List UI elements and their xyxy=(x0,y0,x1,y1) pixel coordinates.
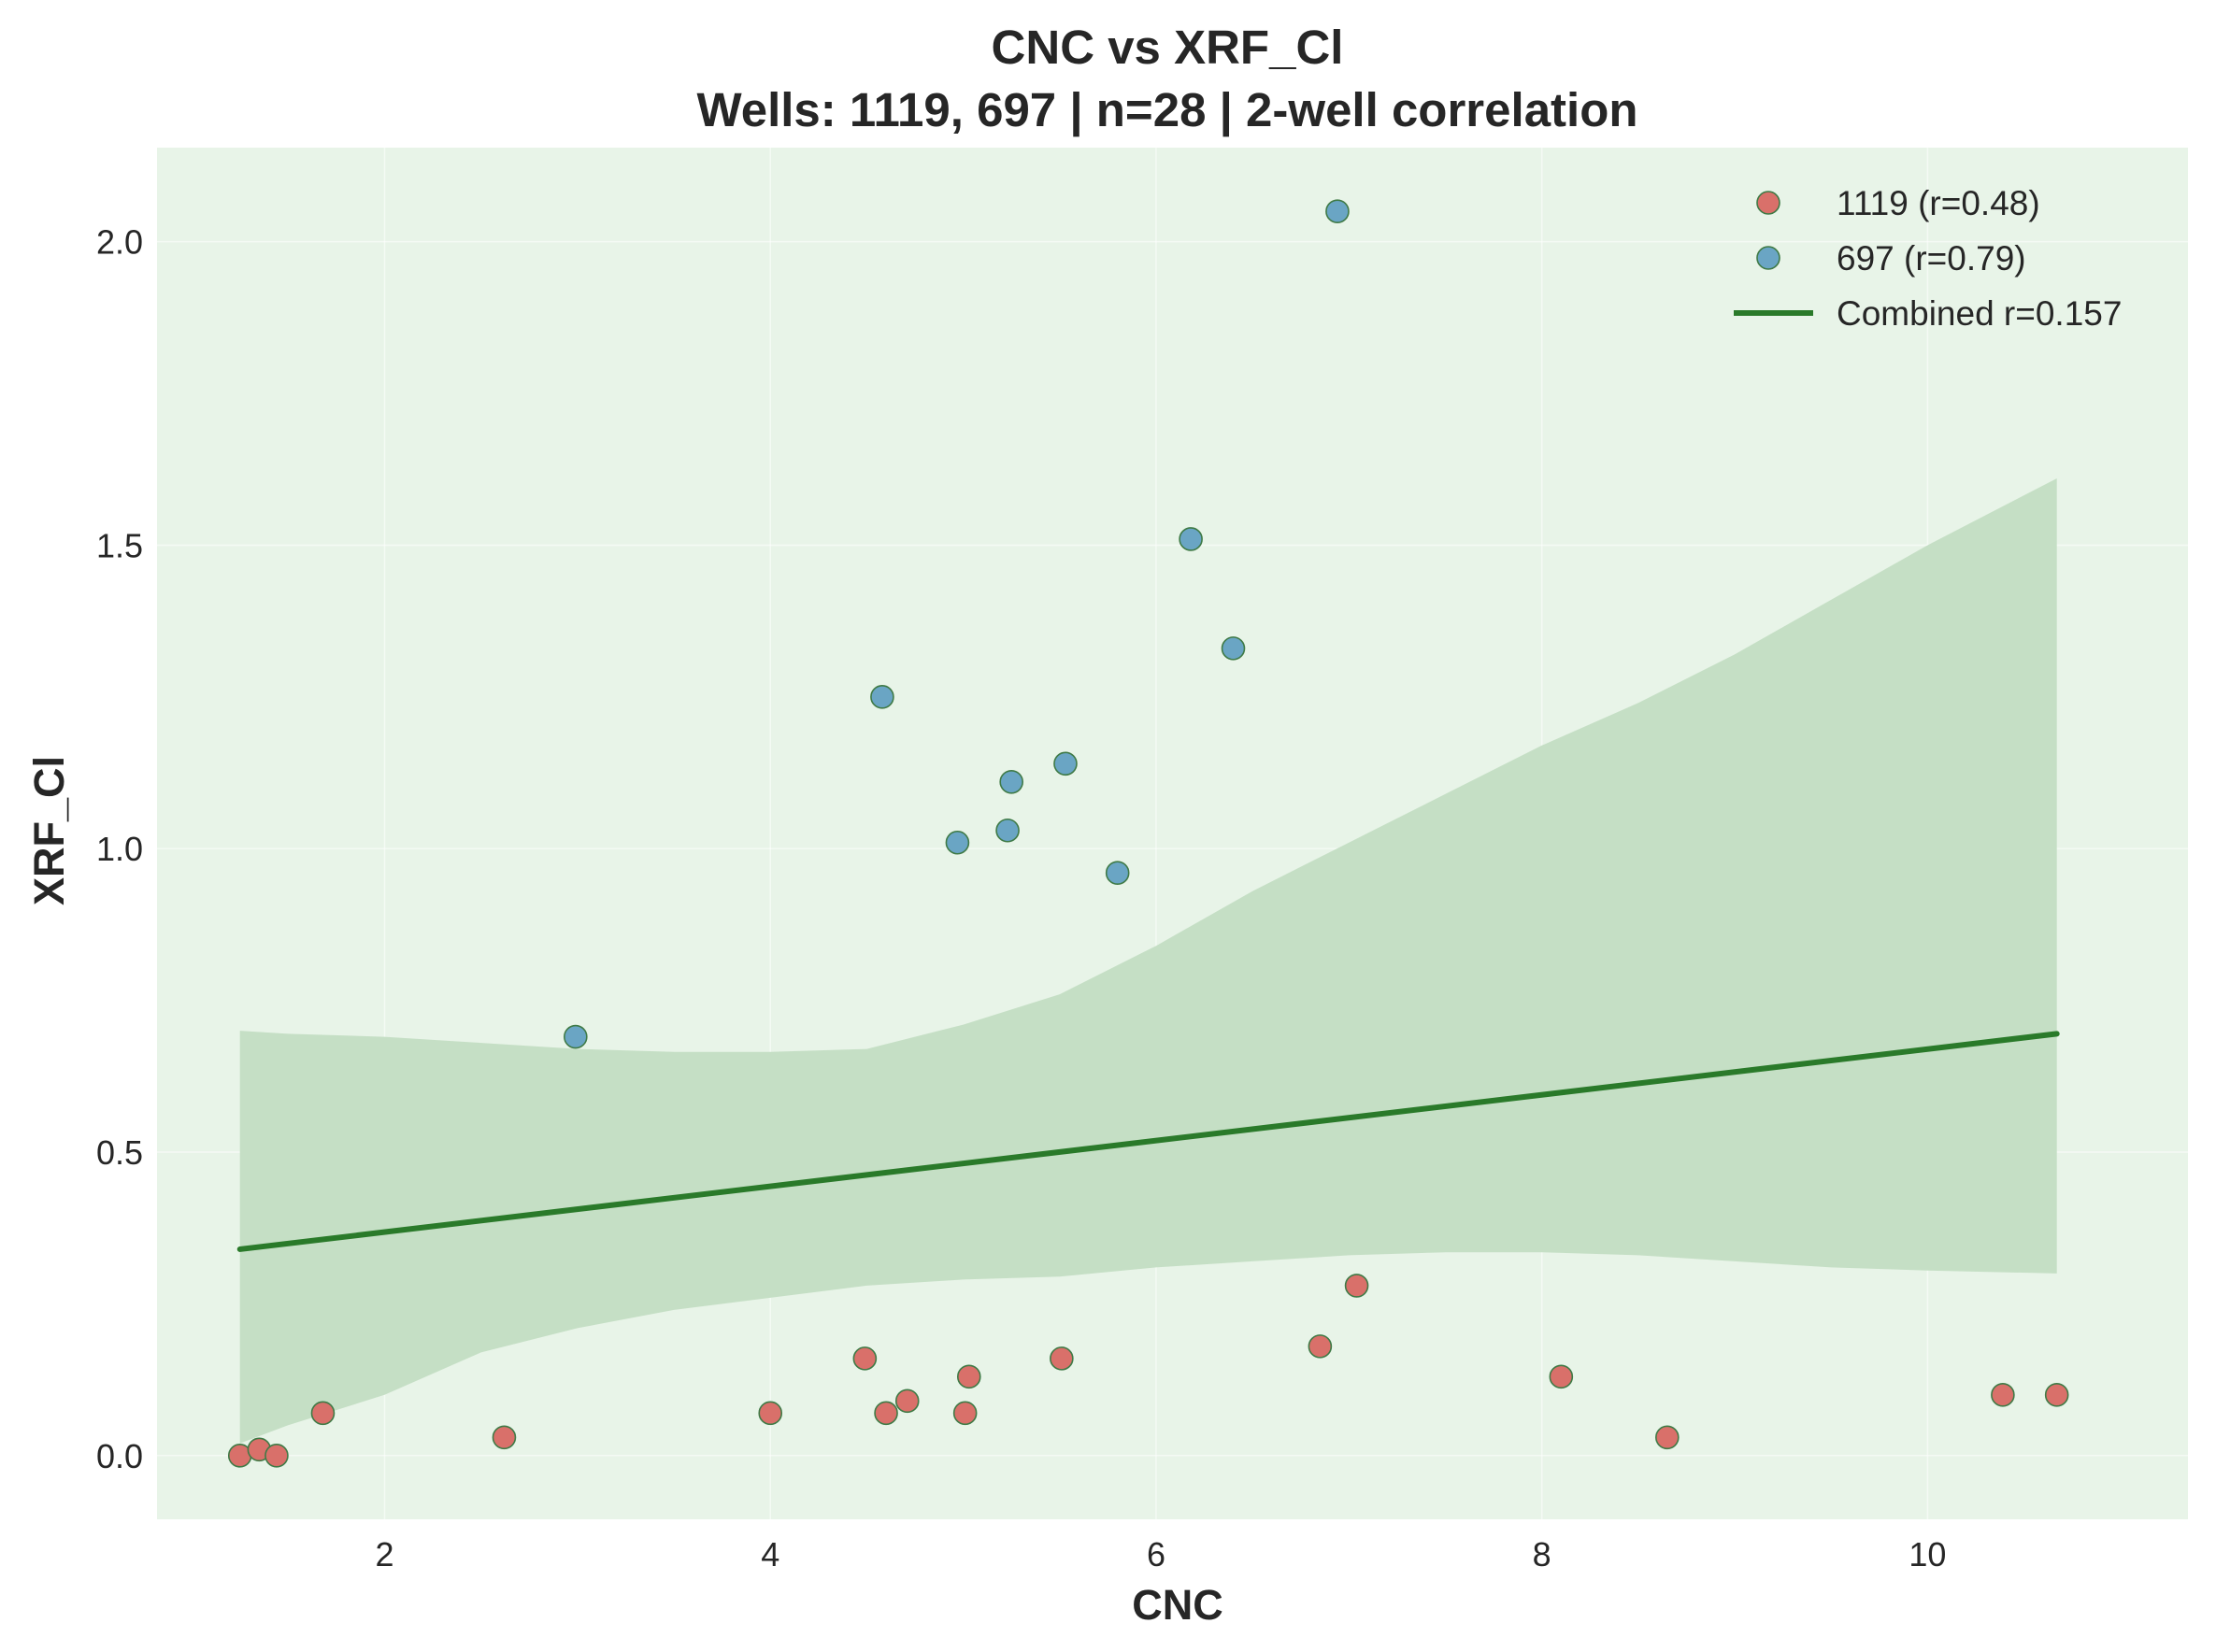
data-point-series-1 xyxy=(952,1401,978,1426)
data-point-series-1 xyxy=(1549,1364,1574,1389)
y-axis-label: XRF_Cl xyxy=(25,756,73,905)
y-tick-label: 1.5 xyxy=(96,526,143,564)
data-point-series-2 xyxy=(1179,527,1203,551)
data-point-series-1 xyxy=(852,1346,878,1371)
confidence-band xyxy=(239,478,2057,1444)
legend-label-fit: Combined r=0.157 xyxy=(1837,294,2122,333)
x-tick-label: 4 xyxy=(761,1535,779,1574)
legend: 1119 (r=0.48) 697 (r=0.79) Combined r=0.15… xyxy=(1734,184,2122,333)
data-point-series-2 xyxy=(1221,636,1246,661)
x-tick-label: 2 xyxy=(375,1535,393,1574)
x-axis-label: CNC xyxy=(1132,1581,1223,1629)
y-tick-label: 0.5 xyxy=(96,1133,143,1172)
data-point-series-2 xyxy=(564,1024,588,1049)
data-point-series-1 xyxy=(758,1401,783,1426)
confidence-band-layer xyxy=(239,478,2057,1444)
data-point-series-1 xyxy=(264,1443,289,1468)
data-point-series-2 xyxy=(1053,751,1078,776)
tick-labels: 2 4 6 8 10 0.0 0.5 1.0 1.5 2.0 xyxy=(96,223,1946,1574)
data-point-series-1 xyxy=(1344,1274,1369,1298)
chart-subtitle: Wells: 1119, 697 | n=28 | 2-well correla… xyxy=(696,83,1637,137)
legend-label-2: 697 (r=0.79) xyxy=(1837,239,2026,278)
data-point-series-1 xyxy=(492,1425,517,1450)
fit-line-layer xyxy=(236,1031,2060,1252)
data-point-series-1 xyxy=(956,1364,981,1389)
data-point-series-2 xyxy=(1105,861,1130,886)
data-point-series-1 xyxy=(1991,1383,2015,1407)
legend-marker-2 xyxy=(1756,246,1780,270)
legend-marker-1 xyxy=(1756,191,1780,215)
data-point-series-2 xyxy=(870,685,894,709)
y-tick-label: 0.0 xyxy=(96,1437,143,1475)
x-tick-label: 6 xyxy=(1147,1535,1165,1574)
x-tick-label: 10 xyxy=(1909,1535,1946,1574)
data-point-series-1 xyxy=(1308,1334,1333,1359)
data-point-series-2 xyxy=(1325,199,1350,224)
y-tick-label: 1.0 xyxy=(96,830,143,868)
fit-line xyxy=(236,1031,2060,1252)
x-tick-label: 8 xyxy=(1533,1535,1551,1574)
points-layer xyxy=(227,199,2069,1468)
data-point-series-1 xyxy=(874,1401,898,1426)
chart-title: CNC vs XRF_Cl xyxy=(992,21,1344,74)
legend-label-1: 1119 (r=0.48) xyxy=(1837,184,2040,222)
data-point-series-1 xyxy=(894,1389,920,1414)
data-point-series-1 xyxy=(2044,1383,2069,1407)
y-tick-label: 2.0 xyxy=(96,223,143,262)
data-point-series-2 xyxy=(995,818,1020,843)
data-point-series-2 xyxy=(945,830,970,855)
data-point-series-1 xyxy=(310,1401,336,1426)
data-point-series-1 xyxy=(1050,1346,1074,1371)
data-point-series-1 xyxy=(1655,1425,1680,1450)
data-point-series-2 xyxy=(999,769,1023,794)
